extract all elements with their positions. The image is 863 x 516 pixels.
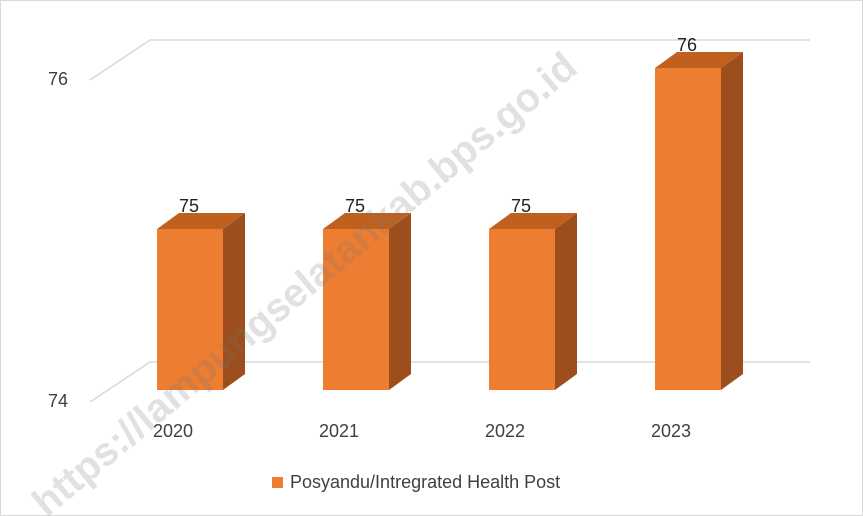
x-tick-label: 2020 xyxy=(153,421,193,441)
bar xyxy=(157,213,245,390)
bar-side xyxy=(555,213,577,390)
bar-top xyxy=(489,213,577,229)
bar-front xyxy=(489,229,555,390)
legend-label: Posyandu/Intregrated Health Post xyxy=(290,472,560,492)
bar-side xyxy=(223,213,245,390)
bar xyxy=(489,213,577,390)
bar xyxy=(323,213,411,390)
bar-top xyxy=(157,213,245,229)
grid-line xyxy=(89,361,810,403)
x-tick-label: 2021 xyxy=(319,421,359,441)
bar-front xyxy=(655,68,721,390)
bar-top xyxy=(655,52,743,68)
data-label: 75 xyxy=(345,196,365,216)
bar-side xyxy=(721,52,743,390)
y-tick-label: 76 xyxy=(48,69,68,89)
bar-front xyxy=(157,229,223,390)
data-label: 75 xyxy=(179,196,199,216)
bar-side xyxy=(389,213,411,390)
bar-front xyxy=(323,229,389,390)
data-label: 75 xyxy=(511,196,531,216)
x-tick-label: 2022 xyxy=(485,421,525,441)
legend-swatch xyxy=(272,477,283,488)
data-label: 76 xyxy=(677,35,697,55)
y-tick-label: 74 xyxy=(48,391,68,411)
bar xyxy=(655,52,743,390)
x-tick-label: 2023 xyxy=(651,421,691,441)
grid-line xyxy=(89,39,810,81)
bar-top xyxy=(323,213,411,229)
